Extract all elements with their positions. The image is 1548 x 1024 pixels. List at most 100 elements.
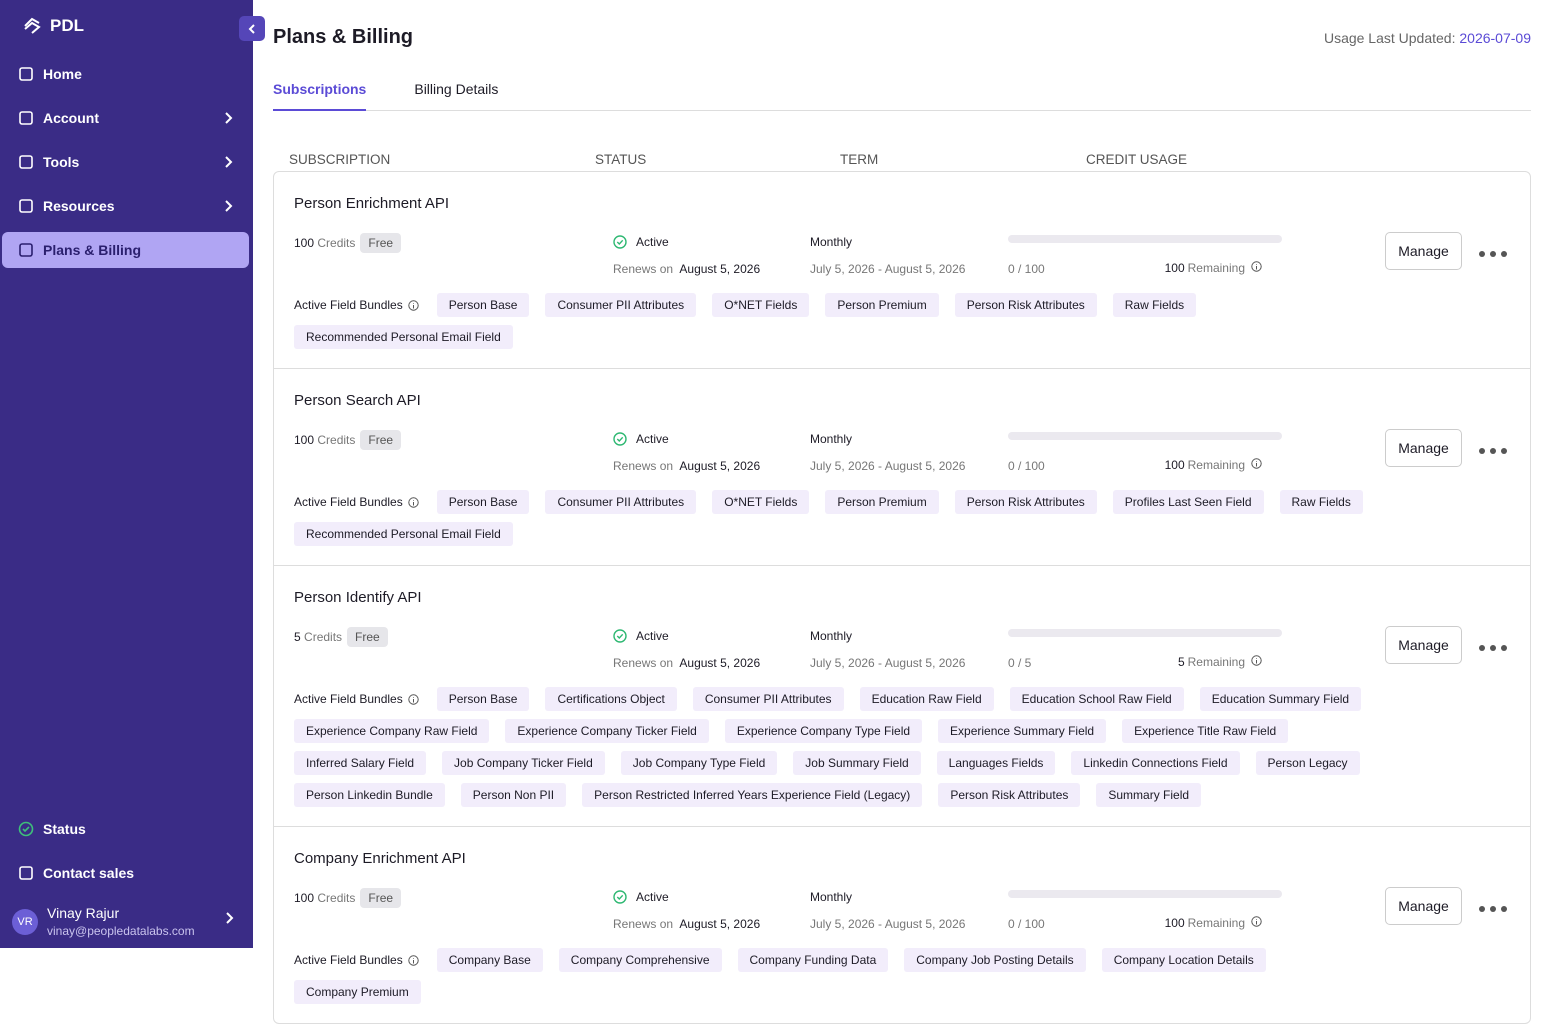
field-bundles: Active Field Bundles Person Base Consumer … (294, 490, 1510, 546)
bundle-chip: Education Raw Field (859, 687, 994, 711)
bundle-chip: Raw Fields (1279, 490, 1363, 514)
credits: 5 Credits Free (294, 627, 388, 647)
more-menu[interactable] (1478, 247, 1508, 261)
remaining-value: 100 (1164, 458, 1185, 472)
status: Active (613, 432, 669, 446)
subscription-name: Company Enrichment API (294, 850, 466, 867)
more-menu[interactable] (1478, 902, 1508, 916)
column-header: SUBSCRIPTION (289, 152, 391, 167)
plan-badge: Free (360, 430, 402, 450)
logo: PDL (22, 16, 84, 36)
renews: Renews on August 5, 2026 (613, 262, 760, 276)
manage-button[interactable]: Manage (1385, 887, 1462, 925)
credits-value: 100 (294, 433, 315, 447)
logo-icon (24, 17, 41, 34)
bundle-chip: Company Premium (294, 980, 421, 1004)
nav-item[interactable]: Tools (2, 144, 249, 180)
bundle-chip: Person Premium (825, 490, 939, 514)
bundle-chip: Education Summary Field (1199, 687, 1362, 711)
bundle-chip: Experience Title Raw Field (1122, 719, 1289, 743)
bundle-chip: Certifications Object (545, 687, 677, 711)
avatar: VR (12, 908, 38, 935)
renews: Renews on August 5, 2026 (613, 917, 760, 931)
nav-item[interactable]: Contact sales (2, 855, 249, 891)
nav-label: Contact sales (43, 865, 135, 881)
user-name: Vinay Rajur (47, 905, 120, 921)
more-menu[interactable] (1478, 444, 1508, 458)
period: July 5, 2026 - August 5, 2026 (810, 917, 966, 931)
bundles-label-text: Active Field Bundles (294, 495, 403, 509)
remaining-value: 100 (1164, 916, 1185, 930)
status-text: Active (636, 432, 669, 446)
bundle-chip: Job Company Type Field (620, 751, 778, 775)
usage-text: 0 / 100 (1008, 917, 1045, 931)
bundle-chip: Company Job Posting Details (904, 948, 1086, 972)
remaining: 100 Remaining (1165, 261, 1262, 275)
subscription-row: Company Enrichment API 100 Credits Free Act… (274, 827, 1530, 1023)
nav-item[interactable]: Status (2, 811, 249, 847)
plan-badge: Free (360, 888, 402, 908)
credits: 100 Credits Free (294, 888, 402, 908)
tab[interactable]: Subscriptions (273, 70, 367, 111)
user-email: vinay@peopledatalabs.com (47, 924, 195, 938)
credits-label: Credits (304, 630, 343, 644)
subscription-details: 5 Credits Free Active Renews on August 5, 2… (294, 626, 1510, 674)
bundle-chip: Experience Company Ticker Field (505, 719, 709, 743)
nav-item[interactable]: Account (2, 100, 249, 136)
nav-label: Resources (43, 198, 115, 214)
bundle-chip: Person Legacy (1255, 751, 1360, 775)
term: Monthly (810, 629, 853, 643)
nav-item[interactable]: Plans & Billing (2, 232, 249, 268)
nav-label: Status (43, 821, 86, 837)
bundle-chip: O*NET Fields (712, 490, 810, 514)
manage-button[interactable]: Manage (1385, 626, 1462, 664)
status: Active (613, 629, 669, 643)
nav-label: Plans & Billing (43, 242, 142, 258)
renews: Renews on August 5, 2026 (613, 656, 760, 670)
subscription-details: 100 Credits Free Active Renews on August 5,… (294, 429, 1510, 477)
collapse-button[interactable] (239, 16, 265, 41)
nav-item[interactable]: Home (2, 56, 249, 92)
manage-button[interactable]: Manage (1385, 232, 1462, 270)
bundle-chip: Person Risk Attributes (954, 490, 1097, 514)
term: Monthly (810, 432, 853, 446)
credits-value: 100 (294, 236, 315, 250)
term: Monthly (810, 235, 853, 249)
subscriptions-list: Person Enrichment API 100 Credits Free Acti… (273, 171, 1531, 1024)
plan-badge: Free (360, 233, 402, 253)
subscription-name: Person Search API (294, 392, 421, 409)
usage-text: 0 / 100 (1008, 262, 1045, 276)
bundle-chip: Company Funding Data (737, 948, 889, 972)
manage-button[interactable]: Manage (1385, 429, 1462, 467)
status-text: Active (636, 890, 669, 904)
column-header: TERM (840, 152, 879, 167)
remaining: 100 Remaining (1165, 458, 1262, 472)
user-menu[interactable]: VR Vinay Rajur vinay@peopledatalabs.com (12, 905, 244, 938)
bundle-chip: Person Base (436, 490, 530, 514)
nav-label: Tools (43, 154, 80, 170)
usage-text: 0 / 100 (1008, 459, 1045, 473)
renews-label: Renews on (613, 262, 674, 276)
subscription-name: Person Identify API (294, 589, 422, 606)
bundles-label-text: Active Field Bundles (294, 298, 403, 312)
bundle-chip: Consumer PII Attributes (545, 490, 697, 514)
nav-item[interactable]: Resources (2, 188, 249, 224)
bundle-chip: Experience Summary Field (938, 719, 1107, 743)
bundle-chip: Raw Fields (1112, 293, 1197, 317)
tab[interactable]: Billing Details (414, 81, 499, 97)
renews-label: Renews on (613, 917, 674, 931)
bundles-label-text: Active Field Bundles (294, 953, 403, 967)
bundle-chip: Linkedin Connections Field (1071, 751, 1240, 775)
bundles-label: Active Field Bundles (294, 687, 419, 711)
bundle-chip: Person Linkedin Bundle (294, 783, 445, 807)
bundle-chip: Company Comprehensive (558, 948, 722, 972)
bundles-label: Active Field Bundles (294, 293, 419, 317)
tabs: Subscriptions Billing Details (273, 70, 1531, 111)
usage-bar (1008, 629, 1282, 637)
bundle-chip: Company Location Details (1101, 948, 1266, 972)
more-menu[interactable] (1478, 641, 1508, 655)
credits: 100 Credits Free (294, 430, 402, 450)
bundle-chip: Recommended Personal Email Field (294, 522, 513, 546)
usage-text: 0 / 5 (1008, 656, 1032, 670)
bundle-chip: Person Risk Attributes (938, 783, 1081, 807)
